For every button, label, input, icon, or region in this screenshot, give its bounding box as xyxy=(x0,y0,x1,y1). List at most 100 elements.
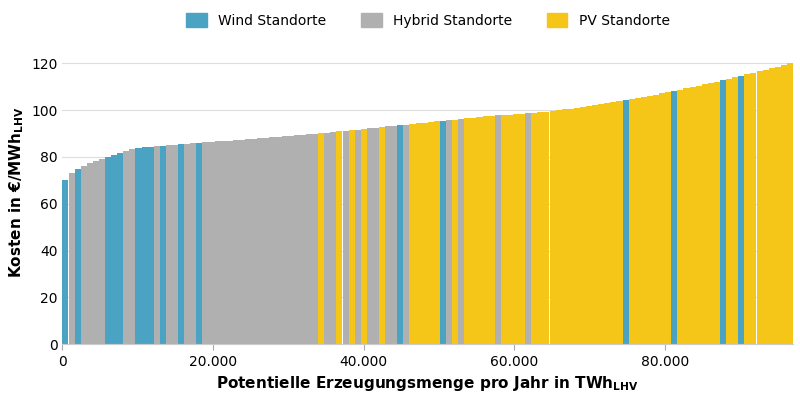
Bar xyxy=(482,116,489,344)
Bar xyxy=(130,149,135,344)
Bar xyxy=(154,146,160,344)
Bar xyxy=(312,134,318,344)
Bar xyxy=(227,140,233,344)
Bar xyxy=(410,124,415,344)
Bar xyxy=(74,169,81,344)
Bar xyxy=(787,64,793,344)
Bar xyxy=(659,93,665,344)
Bar xyxy=(629,99,634,344)
Bar xyxy=(209,142,214,344)
Bar xyxy=(142,147,148,344)
Bar xyxy=(379,127,385,344)
Bar xyxy=(184,144,190,344)
Bar xyxy=(513,114,519,344)
Bar xyxy=(714,82,720,344)
Bar xyxy=(111,154,118,344)
Bar xyxy=(282,136,288,344)
Bar xyxy=(470,118,477,344)
Bar xyxy=(641,97,647,344)
Bar xyxy=(750,73,757,344)
Bar xyxy=(245,139,251,344)
Bar xyxy=(99,159,105,344)
Bar xyxy=(781,65,787,344)
Bar xyxy=(446,120,452,344)
Bar xyxy=(306,134,312,344)
Bar xyxy=(634,98,641,344)
Bar xyxy=(373,128,379,344)
Bar xyxy=(440,121,446,344)
Bar xyxy=(610,102,617,344)
Bar xyxy=(665,92,671,344)
Bar xyxy=(458,119,464,344)
Bar xyxy=(93,161,99,344)
Bar xyxy=(531,113,538,344)
Bar xyxy=(251,139,258,344)
Bar xyxy=(671,91,678,344)
Bar xyxy=(275,137,282,344)
Bar xyxy=(434,122,440,344)
Bar xyxy=(398,125,403,344)
Bar xyxy=(464,118,470,344)
Bar xyxy=(221,141,226,344)
Bar xyxy=(263,138,270,344)
Bar xyxy=(428,122,434,344)
Bar xyxy=(592,105,598,344)
Bar xyxy=(239,140,245,344)
Bar xyxy=(233,140,239,344)
Bar xyxy=(538,112,543,344)
Bar xyxy=(270,137,275,344)
Bar xyxy=(354,130,361,344)
Bar xyxy=(330,132,336,344)
Bar xyxy=(324,133,330,344)
Bar xyxy=(769,68,774,344)
Bar xyxy=(452,120,458,344)
Bar xyxy=(580,107,586,344)
Bar xyxy=(288,136,294,344)
Y-axis label: Kosten in €/MWh$_{\mathregular{LHV}}$: Kosten in €/MWh$_{\mathregular{LHV}}$ xyxy=(7,106,26,278)
Bar xyxy=(148,147,154,344)
Bar xyxy=(489,116,494,344)
Bar xyxy=(178,144,184,344)
Bar xyxy=(361,129,367,344)
Bar xyxy=(172,145,178,344)
Bar xyxy=(683,88,690,344)
Bar xyxy=(196,143,202,344)
Bar xyxy=(202,142,209,344)
Bar xyxy=(678,90,683,344)
Bar xyxy=(69,173,74,344)
Bar xyxy=(118,153,123,344)
Bar xyxy=(337,132,342,344)
Bar xyxy=(367,128,373,344)
Bar xyxy=(757,71,762,344)
Bar xyxy=(349,130,354,344)
Bar xyxy=(762,70,769,344)
Bar xyxy=(738,76,744,344)
Bar xyxy=(342,131,349,344)
Bar xyxy=(86,163,93,344)
Bar xyxy=(501,115,507,344)
Bar xyxy=(507,114,513,344)
Bar xyxy=(385,126,391,344)
Bar xyxy=(653,94,659,344)
Bar xyxy=(774,67,781,344)
Bar xyxy=(574,108,580,344)
Bar xyxy=(422,123,428,344)
Bar xyxy=(123,151,130,344)
Bar xyxy=(415,123,422,344)
Bar xyxy=(744,74,750,344)
Bar xyxy=(391,126,398,344)
Bar xyxy=(190,143,196,344)
Bar xyxy=(318,133,324,344)
Bar xyxy=(550,111,555,344)
Bar xyxy=(690,87,696,344)
Bar xyxy=(135,148,142,344)
Bar xyxy=(556,110,562,344)
Bar xyxy=(598,104,604,344)
Bar xyxy=(258,138,263,344)
Bar xyxy=(300,135,306,344)
Bar xyxy=(477,117,482,344)
Bar xyxy=(622,100,629,344)
Bar xyxy=(62,180,69,344)
Bar xyxy=(604,103,610,344)
Bar xyxy=(562,110,568,344)
